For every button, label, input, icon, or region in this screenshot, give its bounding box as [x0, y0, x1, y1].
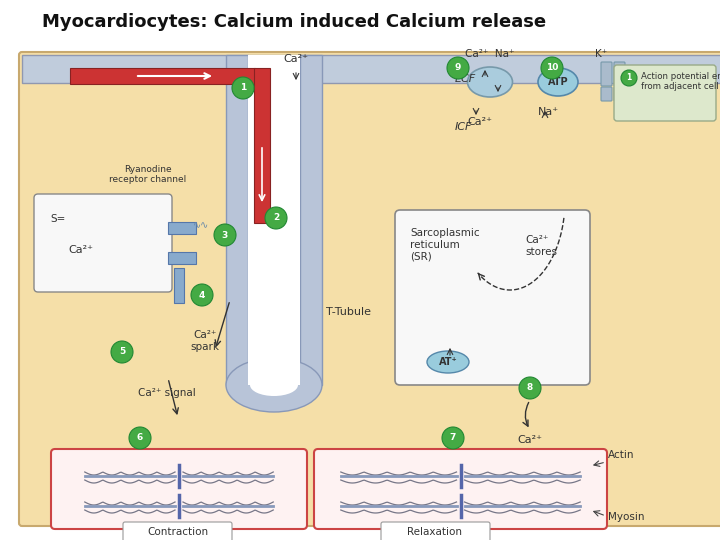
Text: ∿∿: ∿∿ [193, 220, 210, 230]
Bar [174, 268, 184, 303]
Text: Ca²⁺: Ca²⁺ [518, 435, 542, 445]
Text: 7: 7 [450, 434, 456, 442]
Text: Ryanodine
receptor channel: Ryanodine receptor channel [109, 165, 186, 184]
Text: Myosin: Myosin [608, 512, 644, 522]
Text: ECF: ECF [455, 74, 476, 84]
Text: 4: 4 [199, 291, 205, 300]
Circle shape [129, 427, 151, 449]
FancyBboxPatch shape [123, 522, 232, 540]
Text: 8: 8 [527, 383, 533, 393]
Bar [254, 68, 270, 223]
Text: 5: 5 [119, 348, 125, 356]
FancyBboxPatch shape [34, 194, 172, 292]
Circle shape [265, 207, 287, 229]
Text: 2: 2 [273, 213, 279, 222]
Text: Ca²⁺: Ca²⁺ [68, 245, 93, 255]
FancyBboxPatch shape [614, 62, 625, 86]
Ellipse shape [467, 67, 513, 97]
Circle shape [191, 284, 213, 306]
FancyBboxPatch shape [381, 522, 490, 540]
Ellipse shape [226, 358, 322, 412]
Text: Action potential enters
from adjacent cell: Action potential enters from adjacent ce… [641, 72, 720, 91]
Text: K⁺: K⁺ [595, 49, 607, 59]
Text: Contraction: Contraction [148, 527, 209, 537]
Text: Ca²⁺
stores: Ca²⁺ stores [525, 235, 557, 256]
Ellipse shape [427, 351, 469, 373]
Text: 6: 6 [137, 434, 143, 442]
Text: Ca²⁺ signal: Ca²⁺ signal [138, 388, 196, 398]
Circle shape [214, 224, 236, 246]
FancyBboxPatch shape [601, 62, 612, 86]
Text: AT⁺: AT⁺ [438, 357, 457, 367]
Circle shape [621, 70, 637, 86]
Circle shape [442, 427, 464, 449]
Text: Na⁺: Na⁺ [538, 107, 559, 117]
Text: Ca²⁺: Ca²⁺ [284, 54, 308, 64]
Bar [168, 252, 196, 264]
Bar [248, 55, 300, 385]
Text: 1: 1 [240, 84, 246, 92]
FancyBboxPatch shape [19, 52, 720, 526]
Circle shape [447, 57, 469, 79]
Bar [70, 68, 255, 84]
Bar [22, 55, 720, 83]
Text: 10: 10 [546, 64, 558, 72]
Bar [168, 222, 196, 234]
FancyBboxPatch shape [601, 87, 612, 101]
FancyBboxPatch shape [314, 449, 607, 529]
FancyBboxPatch shape [395, 210, 590, 385]
Text: S=: S= [50, 214, 66, 224]
Text: Ca²⁺: Ca²⁺ [467, 117, 492, 127]
Text: ICF: ICF [455, 122, 472, 132]
Text: Myocardiocytes: Calcium induced Calcium release: Myocardiocytes: Calcium induced Calcium … [42, 13, 546, 31]
FancyBboxPatch shape [51, 449, 307, 529]
Text: T-Tubule: T-Tubule [325, 307, 371, 317]
Text: Ca²⁺  Na⁺: Ca²⁺ Na⁺ [465, 49, 515, 59]
Text: Actin: Actin [608, 450, 634, 460]
Bar [226, 55, 248, 385]
Text: Relaxation: Relaxation [408, 527, 462, 537]
Ellipse shape [538, 68, 578, 96]
FancyBboxPatch shape [614, 65, 716, 121]
Text: 3: 3 [222, 231, 228, 240]
Bar [300, 55, 322, 385]
FancyBboxPatch shape [614, 87, 625, 101]
Text: 1: 1 [626, 73, 631, 83]
Text: ATP: ATP [548, 77, 568, 87]
Circle shape [111, 341, 133, 363]
Circle shape [519, 377, 541, 399]
Circle shape [232, 77, 254, 99]
Ellipse shape [250, 374, 298, 396]
Text: 9: 9 [455, 64, 462, 72]
Circle shape [541, 57, 563, 79]
Text: Sarcoplasmic
reticulum
(SR): Sarcoplasmic reticulum (SR) [410, 228, 480, 261]
Text: Ca²⁺
spark: Ca²⁺ spark [191, 330, 220, 352]
